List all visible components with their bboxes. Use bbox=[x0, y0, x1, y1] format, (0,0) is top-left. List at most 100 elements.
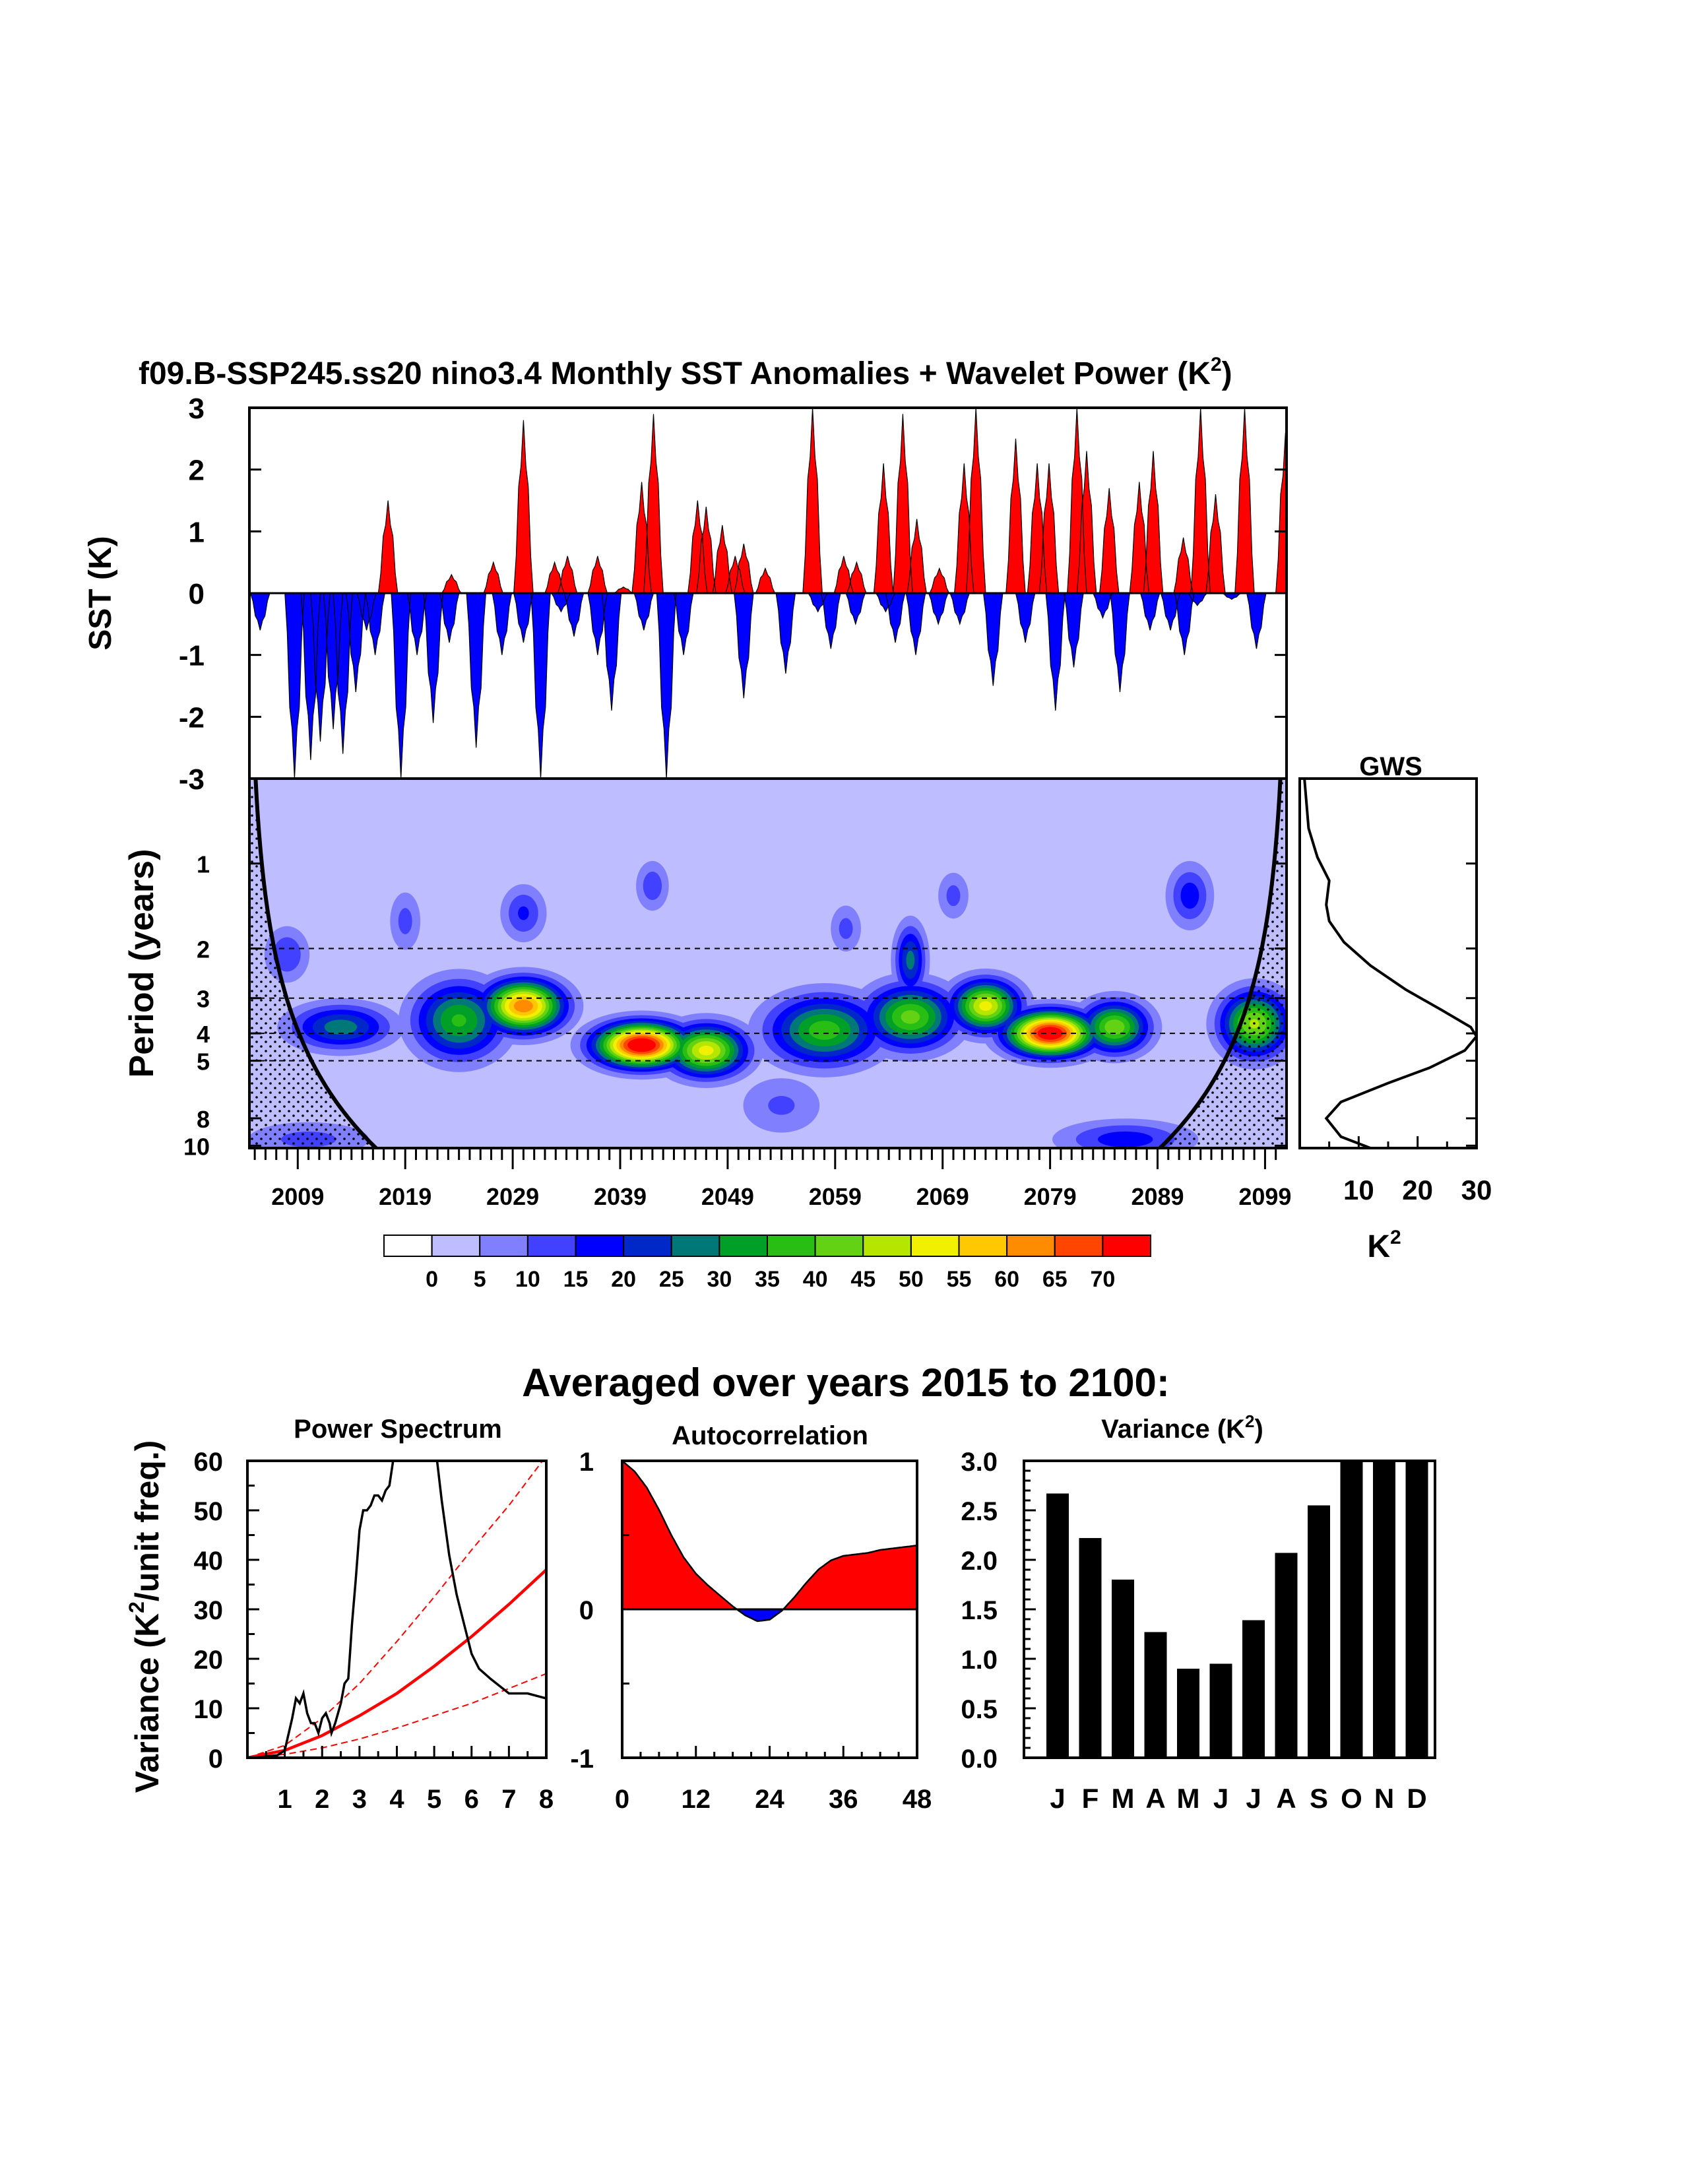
sst-ytick-label: 3 bbox=[189, 393, 205, 425]
ps-ytick-label: 10 bbox=[194, 1695, 224, 1724]
variance-panel: Variance (K2) J F M A M J J A S O N D0.00.51.01.52.… bbox=[961, 1411, 1436, 1814]
main-title: f09.B-SSP245.ss20 nino3.4 Monthly SST An… bbox=[139, 354, 1232, 391]
wavelet-contour bbox=[451, 1014, 466, 1027]
colorbar-label: 65 bbox=[1042, 1267, 1068, 1292]
wavelet-panel: 1 2 3 45 810 2009 2019 2029 2039 2049 2059 2069 207… bbox=[123, 777, 1291, 1210]
year-ticks: 2009 2019 2029 2039 2049 2059 2069 2079 2089 2099 bbox=[253, 1148, 1291, 1210]
colorbar-swatch bbox=[670, 1235, 720, 1257]
ps-xtick-label: 2 bbox=[315, 1785, 329, 1814]
power-spectrum-lines bbox=[247, 1461, 546, 1758]
variance-title: Variance (K2) bbox=[1101, 1411, 1263, 1444]
year-tick-label: 2029 bbox=[486, 1183, 539, 1210]
ps-ytick-label: 30 bbox=[194, 1596, 224, 1625]
month-label: F bbox=[1082, 1783, 1099, 1814]
power-spectrum-panel: Power Spectrum 1 2 3 4 5 6 7 8 0 10 20 30 40 50 60 Var… bbox=[125, 1415, 554, 1814]
variance-bar bbox=[1112, 1580, 1134, 1758]
month-label: D bbox=[1407, 1783, 1426, 1814]
gws-tick-label: 10 bbox=[1343, 1174, 1374, 1205]
year-tick-label: 2069 bbox=[916, 1183, 969, 1210]
cone-of-influence-line bbox=[253, 779, 1283, 1148]
gws-tick-label: 30 bbox=[1461, 1174, 1492, 1205]
period-tick-label: 1 bbox=[197, 851, 210, 878]
colorbar-label: 35 bbox=[755, 1267, 780, 1292]
period-tick-label: 5 bbox=[197, 1048, 210, 1076]
wavelet-contour bbox=[768, 1095, 795, 1115]
sst-ytick-label: -2 bbox=[179, 701, 205, 734]
wavelet-contour bbox=[906, 950, 915, 970]
wavelet-contour bbox=[627, 1038, 656, 1052]
year-tick-label: 2009 bbox=[271, 1183, 324, 1210]
wavelet-contour bbox=[979, 1001, 992, 1012]
variance-bar bbox=[1079, 1538, 1102, 1758]
variance-bar bbox=[1144, 1632, 1167, 1758]
wavelet-contour bbox=[1097, 1131, 1153, 1147]
colorbar-swatch bbox=[383, 1235, 433, 1257]
wavelet-contour bbox=[273, 937, 301, 972]
variance-ytick-label: 1.0 bbox=[961, 1646, 998, 1675]
variance-ytick-label: 0.0 bbox=[961, 1745, 998, 1774]
sst-ytick-label: 1 bbox=[189, 516, 205, 548]
colorbar-label: 10 bbox=[515, 1267, 540, 1292]
colorbar-swatch bbox=[1102, 1235, 1151, 1257]
ac-xtick-label: 12 bbox=[682, 1785, 711, 1814]
month-label: J bbox=[1213, 1783, 1228, 1814]
colorbar-swatch bbox=[767, 1235, 816, 1257]
colorbar-label: 60 bbox=[994, 1267, 1019, 1292]
variance-bar bbox=[1308, 1505, 1330, 1758]
ac-xtick-label: 0 bbox=[615, 1785, 629, 1814]
wavelet-contour bbox=[324, 1019, 358, 1035]
period-tick-label: 10 bbox=[183, 1133, 210, 1160]
year-tick-label: 2059 bbox=[809, 1183, 862, 1210]
variance-ticks: J F M A M J J A S O N D0.00.51.01.52.02.53.0 bbox=[961, 1448, 1426, 1814]
sst-ytick-label: 0 bbox=[189, 578, 205, 610]
wavelet-ylabel: Period (years) bbox=[123, 849, 161, 1078]
wavelet-contour bbox=[901, 1010, 920, 1024]
variance-bar bbox=[1373, 1461, 1395, 1758]
autocorrelation-fill bbox=[621, 1460, 918, 1622]
variance-bar bbox=[1209, 1663, 1232, 1758]
colorbar-swatch bbox=[526, 1235, 577, 1257]
colorbar-swatch bbox=[958, 1235, 1008, 1257]
variance-bar bbox=[1340, 1461, 1363, 1758]
colorbar-label: 30 bbox=[707, 1267, 732, 1292]
colorbar-swatch bbox=[1054, 1235, 1104, 1257]
colorbar-swatch bbox=[623, 1235, 672, 1257]
sst-ytick-label: 2 bbox=[189, 455, 205, 487]
gws-title: GWS bbox=[1359, 752, 1422, 781]
year-tick-label: 2079 bbox=[1024, 1183, 1077, 1210]
period-tick-label: 4 bbox=[197, 1021, 210, 1048]
wavelet-contour bbox=[809, 1021, 840, 1040]
gws-xlabel: K2 bbox=[1367, 1227, 1401, 1264]
ps-ytick-label: 0 bbox=[208, 1745, 223, 1774]
ps-xtick-label: 8 bbox=[539, 1785, 554, 1814]
sst-anomaly-fill bbox=[249, 408, 1287, 779]
power-spectrum-title: Power Spectrum bbox=[294, 1415, 502, 1444]
colorbar-label: 70 bbox=[1090, 1267, 1115, 1292]
variance-ytick-label: 3.0 bbox=[961, 1448, 998, 1477]
colorbar-label: 40 bbox=[803, 1267, 828, 1292]
ac-ytick-label: -1 bbox=[570, 1745, 594, 1774]
wavelet-contour bbox=[398, 908, 412, 934]
bottom-title: Averaged over years 2015 to 2100: bbox=[522, 1361, 1170, 1405]
month-label: J bbox=[1050, 1783, 1065, 1814]
colorbar-label: 5 bbox=[474, 1267, 486, 1292]
gws-tick-label: 20 bbox=[1402, 1174, 1433, 1205]
sst-ytick-label: -3 bbox=[179, 763, 205, 796]
month-label: A bbox=[1145, 1783, 1165, 1814]
wavelet-panel-frame bbox=[248, 777, 1288, 1149]
variance-ytick-label: 1.5 bbox=[961, 1596, 998, 1625]
ac-xtick-label: 48 bbox=[903, 1785, 932, 1814]
colorbar: 0 5 10 15 20 25 30 35 40 45 50 55 60 65 70 bbox=[383, 1235, 1151, 1292]
month-label: A bbox=[1276, 1783, 1296, 1814]
colorbar-label: 15 bbox=[563, 1267, 589, 1292]
year-tick-label: 2019 bbox=[379, 1183, 431, 1210]
month-label: M bbox=[1112, 1783, 1135, 1814]
variance-bar bbox=[1242, 1620, 1265, 1758]
sst-yticks: 3 2 1 0 -1 -2 -3 bbox=[179, 393, 1287, 796]
negative-anomaly-area bbox=[249, 593, 1267, 779]
sst-ylabel-fragment: SST (K) bbox=[86, 536, 118, 650]
autocorrelation-panel: Autocorrelation 0 12 24 36 48 1 0 -1 bbox=[570, 1421, 932, 1814]
power-spectrum-line bbox=[255, 1461, 546, 1758]
autocorrelation-positive bbox=[622, 1461, 917, 1609]
